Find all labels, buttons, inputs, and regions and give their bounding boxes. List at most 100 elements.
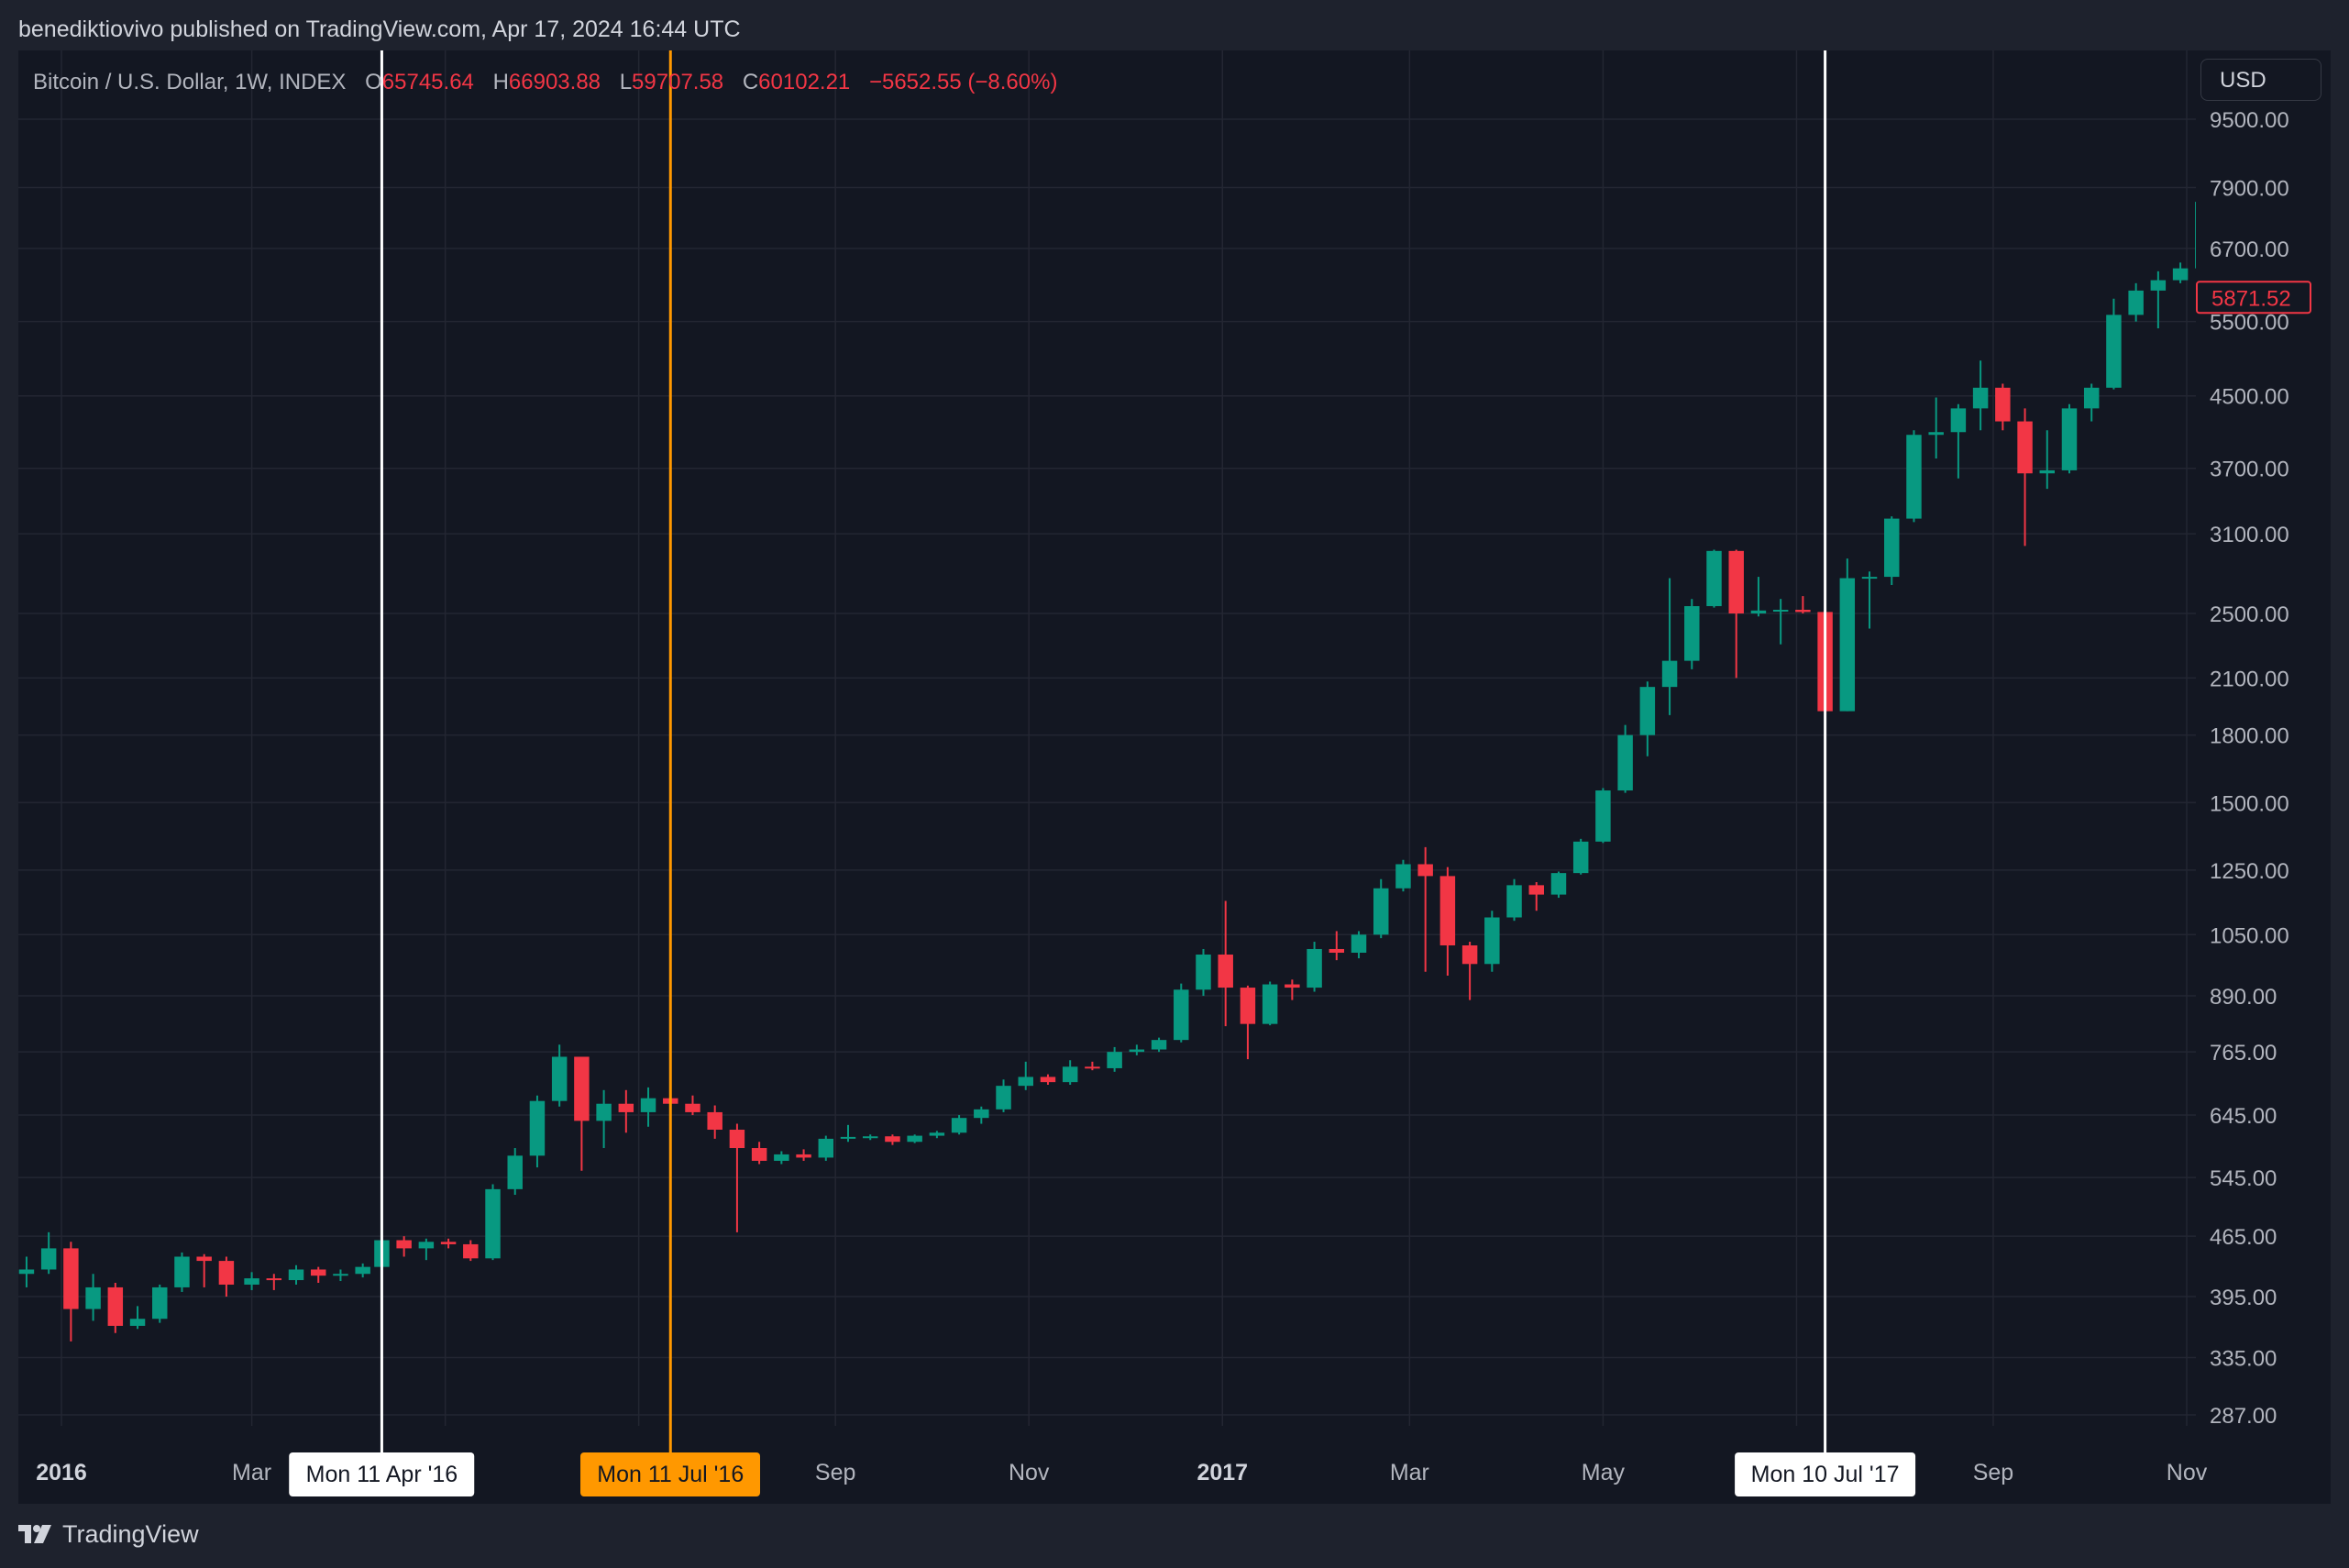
candle-body <box>1528 885 1544 895</box>
candle-body <box>840 1136 856 1139</box>
candle-body <box>1861 577 1878 580</box>
candle <box>2195 202 2196 269</box>
candle-body <box>107 1286 124 1326</box>
price-tick-label: 335.00 <box>2210 1347 2277 1372</box>
candle <box>1196 948 1211 997</box>
candle <box>1795 596 1811 614</box>
candle <box>218 1256 235 1297</box>
candle <box>174 1252 190 1292</box>
candle-body <box>2172 268 2189 281</box>
candle-body <box>529 1100 546 1156</box>
candle <box>1506 878 1522 922</box>
candle <box>1040 1074 1056 1086</box>
candle <box>1528 882 1544 911</box>
candle <box>618 1089 634 1133</box>
candle-body <box>1018 1077 1033 1087</box>
candle <box>685 1095 700 1116</box>
candle <box>640 1087 656 1127</box>
candle-body <box>2195 202 2196 269</box>
candle <box>1950 403 1967 479</box>
candle <box>311 1266 326 1283</box>
candle-body <box>1085 1066 1100 1069</box>
candle-body <box>1995 387 2011 422</box>
candle <box>974 1106 989 1124</box>
candle <box>1728 549 1744 679</box>
price-axis[interactable]: 287.00 335.00 395.00 465.00 545.00 645.00 765.… <box>2210 108 2289 1429</box>
price-tick-label: 7900.00 <box>2210 176 2289 201</box>
candle-body <box>818 1138 834 1158</box>
candle-body <box>1639 687 1656 735</box>
time-tick-label: May <box>1582 1460 1626 1485</box>
candle-body <box>152 1286 168 1320</box>
tradingview-logo[interactable]: TradingView <box>18 1520 199 1548</box>
candle <box>596 1089 612 1149</box>
candle-body <box>596 1103 612 1121</box>
candle <box>1351 931 1367 959</box>
candle-body <box>574 1056 590 1121</box>
price-tick-label: 1800.00 <box>2210 724 2289 749</box>
candle-body <box>1373 888 1389 935</box>
candle <box>1085 1061 1100 1071</box>
candle <box>907 1134 922 1143</box>
candle-body <box>40 1248 57 1270</box>
symbol-legend: Bitcoin / U.S. Dollar, 1W, INDEX O65745.… <box>33 70 1057 95</box>
candle-body <box>1395 864 1411 889</box>
candle-body <box>463 1243 479 1259</box>
time-tick-label: 2016 <box>36 1460 87 1485</box>
candle <box>1307 942 1322 992</box>
open-value: 65745.64 <box>381 70 474 94</box>
low-value: 59707.58 <box>632 70 724 94</box>
candle-body <box>129 1319 146 1326</box>
chart-frame <box>18 50 2331 1504</box>
currency-button[interactable]: USD <box>2200 59 2321 101</box>
candle <box>129 1306 146 1330</box>
price-tick-label: 765.00 <box>2210 1041 2277 1066</box>
candle <box>1928 397 1944 458</box>
candle <box>1995 383 2011 431</box>
candle-body <box>1906 435 1922 519</box>
candle <box>152 1284 168 1323</box>
candle-body <box>196 1256 212 1262</box>
candle <box>63 1242 79 1342</box>
candle-body <box>288 1269 304 1281</box>
candle-body <box>685 1103 700 1112</box>
candle <box>885 1134 900 1145</box>
vertical-markers <box>380 50 1827 1452</box>
candle-body <box>1684 606 1700 661</box>
candle-body <box>1240 988 1256 1024</box>
candle <box>1461 942 1478 1000</box>
candle <box>1906 430 1922 523</box>
candle <box>85 1274 101 1321</box>
price-tick-label: 4500.00 <box>2210 385 2289 410</box>
candle <box>1439 867 1456 976</box>
candle-body <box>640 1098 656 1112</box>
candle-body <box>2017 421 2033 474</box>
price-tick-label: 3100.00 <box>2210 523 2289 547</box>
candle-body <box>2061 408 2078 470</box>
grid-lines <box>18 50 2196 1426</box>
candle <box>729 1123 745 1232</box>
candle-body <box>1040 1077 1056 1083</box>
candle-body <box>751 1148 767 1161</box>
candle <box>2128 282 2144 322</box>
candle-body <box>1506 885 1522 918</box>
candle <box>244 1272 259 1290</box>
candle <box>1595 788 1611 844</box>
candle <box>796 1149 811 1161</box>
candle <box>551 1044 568 1107</box>
candle <box>818 1135 834 1161</box>
candle <box>2150 271 2167 329</box>
open-label: O <box>365 70 382 94</box>
candle-body <box>1351 934 1367 953</box>
candle-body <box>1285 984 1300 988</box>
candle-body <box>1972 387 1989 409</box>
candle <box>1972 360 1989 431</box>
candle <box>40 1231 57 1275</box>
candle <box>774 1151 789 1165</box>
candle <box>1107 1046 1122 1072</box>
price-tick-label: 395.00 <box>2210 1286 2277 1310</box>
marker-label-jul-16: Mon 11 Jul '16 <box>580 1452 761 1496</box>
candle <box>1639 681 1656 756</box>
candle <box>1861 571 1878 629</box>
